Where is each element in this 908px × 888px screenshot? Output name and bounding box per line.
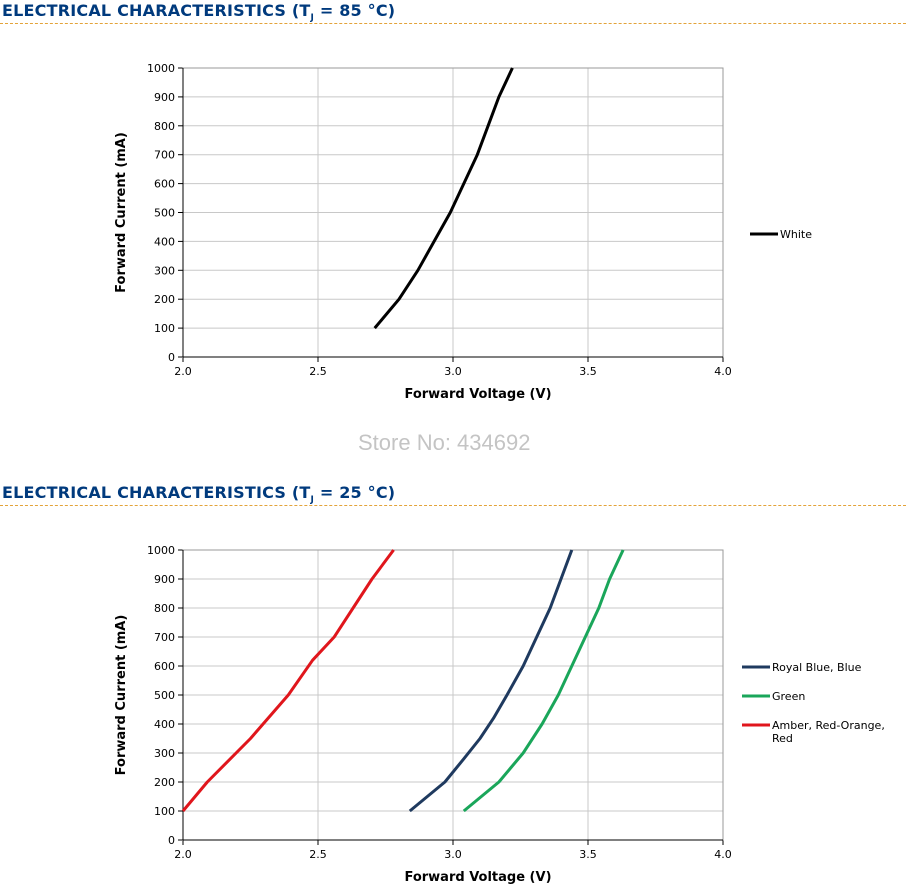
x-tick-label: 2.0 <box>174 365 192 378</box>
y-tick-label: 700 <box>154 149 175 162</box>
x-tick-label: 3.0 <box>444 848 462 861</box>
x-tick-label: 4.0 <box>714 848 732 861</box>
section-divider-85c <box>0 23 906 24</box>
x-axis-title: Forward Voltage (V) <box>404 387 551 402</box>
section-title-85c-tail: = 85 °C) <box>314 1 396 20</box>
legend-label-1: White <box>780 228 812 241</box>
section-title-25c: ELECTRICAL CHARACTERISTICS (TJ = 25 °C) <box>2 483 395 505</box>
y-tick-label: 400 <box>154 718 175 731</box>
section-title-25c-tail: = 25 °C) <box>314 483 396 502</box>
legend-label-3: Amber, Red-Orange, <box>772 719 885 732</box>
x-tick-label: 3.0 <box>444 365 462 378</box>
series-line-3 <box>181 549 395 812</box>
y-tick-label: 500 <box>154 689 175 702</box>
x-tick-label: 3.5 <box>579 365 597 378</box>
y-tick-label: 600 <box>154 178 175 191</box>
section-title-25c-subscript: J <box>310 495 315 506</box>
y-tick-label: 1000 <box>147 544 175 557</box>
y-tick-label: 200 <box>154 776 175 789</box>
section-title-25c-main: ELECTRICAL CHARACTERISTICS (T <box>2 483 311 502</box>
series-line-1 <box>373 67 514 330</box>
y-tick-label: 600 <box>154 660 175 673</box>
chart-1: 0 100 200 300 400 500 600 700 800 900 1000 2.0 2.5 3.… <box>114 62 812 402</box>
y-tick-label: 900 <box>154 573 175 586</box>
y-axis-title: Forward Current (mA) <box>114 615 129 776</box>
watermark-text: Store No: 434692 <box>358 430 531 455</box>
chart-2: 0 100 200 300 400 500 600 700 800 900 1000 2.0 2.5 3.… <box>114 544 885 885</box>
y-tick-label: 300 <box>154 264 175 277</box>
y-tick-label: 700 <box>154 631 175 644</box>
y-tick-label: 100 <box>154 322 175 335</box>
x-tick-label: 3.5 <box>579 848 597 861</box>
y-tick-label: 1000 <box>147 62 175 75</box>
section-title-85c-subscript: J <box>310 13 315 24</box>
x-tick-label: 2.5 <box>309 365 327 378</box>
y-tick-label: 0 <box>168 351 175 364</box>
legend-label-3: Red <box>772 732 793 745</box>
series-line-2 <box>462 549 625 813</box>
y-tick-label: 400 <box>154 235 175 248</box>
y-tick-label: 300 <box>154 747 175 760</box>
legend-label-1: Royal Blue, Blue <box>772 661 862 674</box>
y-tick-label: 200 <box>154 293 175 306</box>
x-axis-title: Forward Voltage (V) <box>404 870 551 885</box>
y-tick-label: 800 <box>154 602 175 615</box>
series-line-1 <box>408 549 574 813</box>
y-tick-label: 0 <box>168 834 175 847</box>
y-axis-title: Forward Current (mA) <box>114 132 129 293</box>
section-title-85c: ELECTRICAL CHARACTERISTICS (TJ = 85 °C) <box>2 1 395 23</box>
section-divider-25c <box>0 505 906 506</box>
x-tick-label: 2.0 <box>174 848 192 861</box>
x-tick-label: 4.0 <box>714 365 732 378</box>
y-tick-label: 800 <box>154 120 175 133</box>
y-tick-label: 900 <box>154 91 175 104</box>
y-tick-label: 500 <box>154 207 175 220</box>
legend-label-2: Green <box>772 690 805 703</box>
y-tick-label: 100 <box>154 805 175 818</box>
x-tick-label: 2.5 <box>309 848 327 861</box>
section-title-85c-main: ELECTRICAL CHARACTERISTICS (T <box>2 1 311 20</box>
